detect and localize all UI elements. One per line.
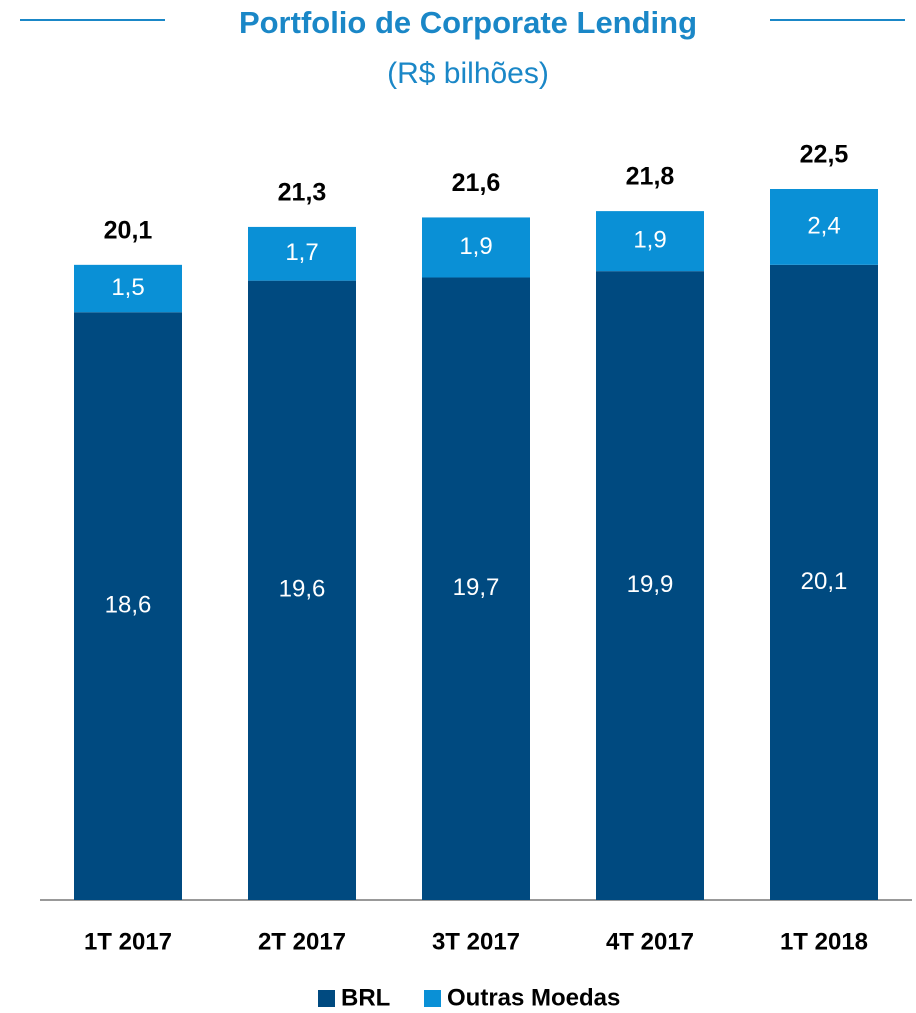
value-label: 1,9 <box>633 226 666 253</box>
x-tick-label: 1T 2018 <box>780 928 868 955</box>
bar-segment <box>770 264 878 901</box>
value-label: 19,9 <box>627 571 674 598</box>
total-label: 21,3 <box>278 179 327 207</box>
chart-subtitle: (R$ bilhões) <box>387 57 549 90</box>
bar-segment <box>74 312 182 900</box>
x-tick-label: 3T 2017 <box>432 928 520 955</box>
x-tick-label: 4T 2017 <box>606 928 694 955</box>
value-label: 2,4 <box>807 212 840 239</box>
total-label: 20,1 <box>104 216 153 244</box>
value-label: 20,1 <box>801 568 848 595</box>
value-label: 1,7 <box>285 239 318 266</box>
legend-label: Outras Moedas <box>447 984 620 1011</box>
total-label: 22,5 <box>800 141 849 169</box>
legend-swatch <box>424 990 441 1007</box>
total-label: 21,6 <box>452 169 501 197</box>
legend-label: BRL <box>341 984 390 1011</box>
bar-segment <box>248 280 356 900</box>
bar-segment <box>248 226 356 281</box>
bar-segment <box>596 211 704 272</box>
bar-segment <box>422 217 530 278</box>
value-label: 1,5 <box>111 274 144 301</box>
value-label: 18,6 <box>105 591 152 618</box>
bar-segment <box>596 271 704 900</box>
bar-segment <box>770 189 878 265</box>
value-label: 19,6 <box>279 576 326 603</box>
legend-swatch <box>318 990 335 1007</box>
x-tick-label: 2T 2017 <box>258 928 346 955</box>
total-label: 21,8 <box>626 163 675 191</box>
x-tick-label: 1T 2017 <box>84 928 172 955</box>
value-label: 19,7 <box>453 574 500 601</box>
chart-title: Portfolio de Corporate Lending <box>239 5 697 40</box>
bar-segment <box>74 264 182 313</box>
bar-segment <box>422 277 530 901</box>
value-label: 1,9 <box>459 233 492 260</box>
